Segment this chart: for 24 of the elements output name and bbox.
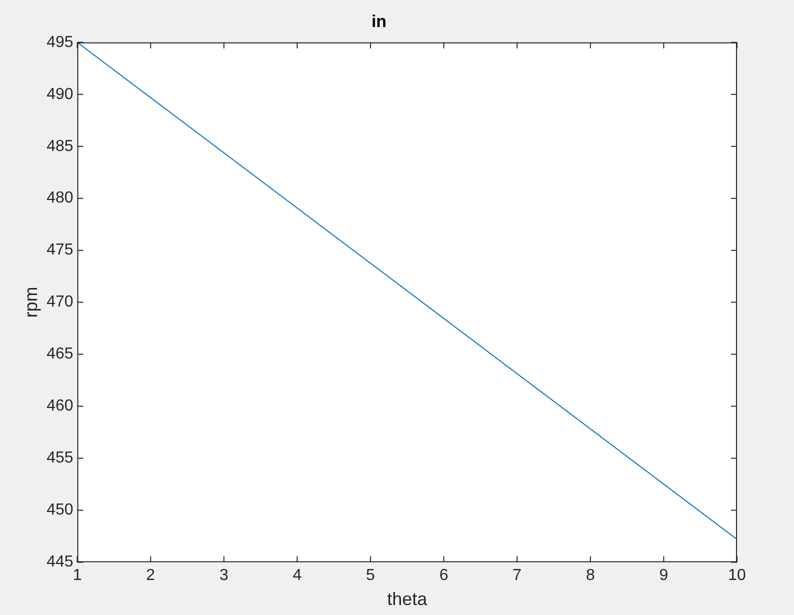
- x-tick-label: 9: [659, 567, 668, 584]
- x-tick-label: 8: [586, 567, 595, 584]
- y-axis-title: rpm: [20, 286, 41, 318]
- y-tick-label: 480: [46, 190, 74, 207]
- y-tick-label: 470: [46, 294, 74, 311]
- y-tick-label: 450: [46, 502, 74, 519]
- y-tick-label: 485: [46, 138, 74, 155]
- x-tick-label: 3: [219, 567, 228, 584]
- y-tick-label: 490: [46, 86, 74, 103]
- chart-title: in: [371, 12, 387, 31]
- y-tick-label: 495: [46, 34, 74, 51]
- x-tick-label: 5: [366, 567, 376, 584]
- y-tick-label: 455: [46, 450, 74, 467]
- x-tick-label: 6: [439, 567, 448, 584]
- x-tick-label: 1: [72, 567, 82, 584]
- y-tick-label: 465: [46, 346, 74, 363]
- x-tick-label: 10: [728, 567, 746, 584]
- x-tick-label: 2: [146, 567, 156, 584]
- x-tick-label: 4: [292, 567, 302, 584]
- y-tick-label: 475: [46, 242, 74, 259]
- x-tick-label: 7: [512, 567, 522, 584]
- y-tick-label: 445: [46, 554, 74, 571]
- x-axis-title: theta: [387, 589, 428, 610]
- y-tick-label: 460: [46, 398, 74, 415]
